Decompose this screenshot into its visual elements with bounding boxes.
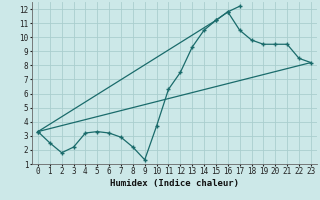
X-axis label: Humidex (Indice chaleur): Humidex (Indice chaleur) [110, 179, 239, 188]
